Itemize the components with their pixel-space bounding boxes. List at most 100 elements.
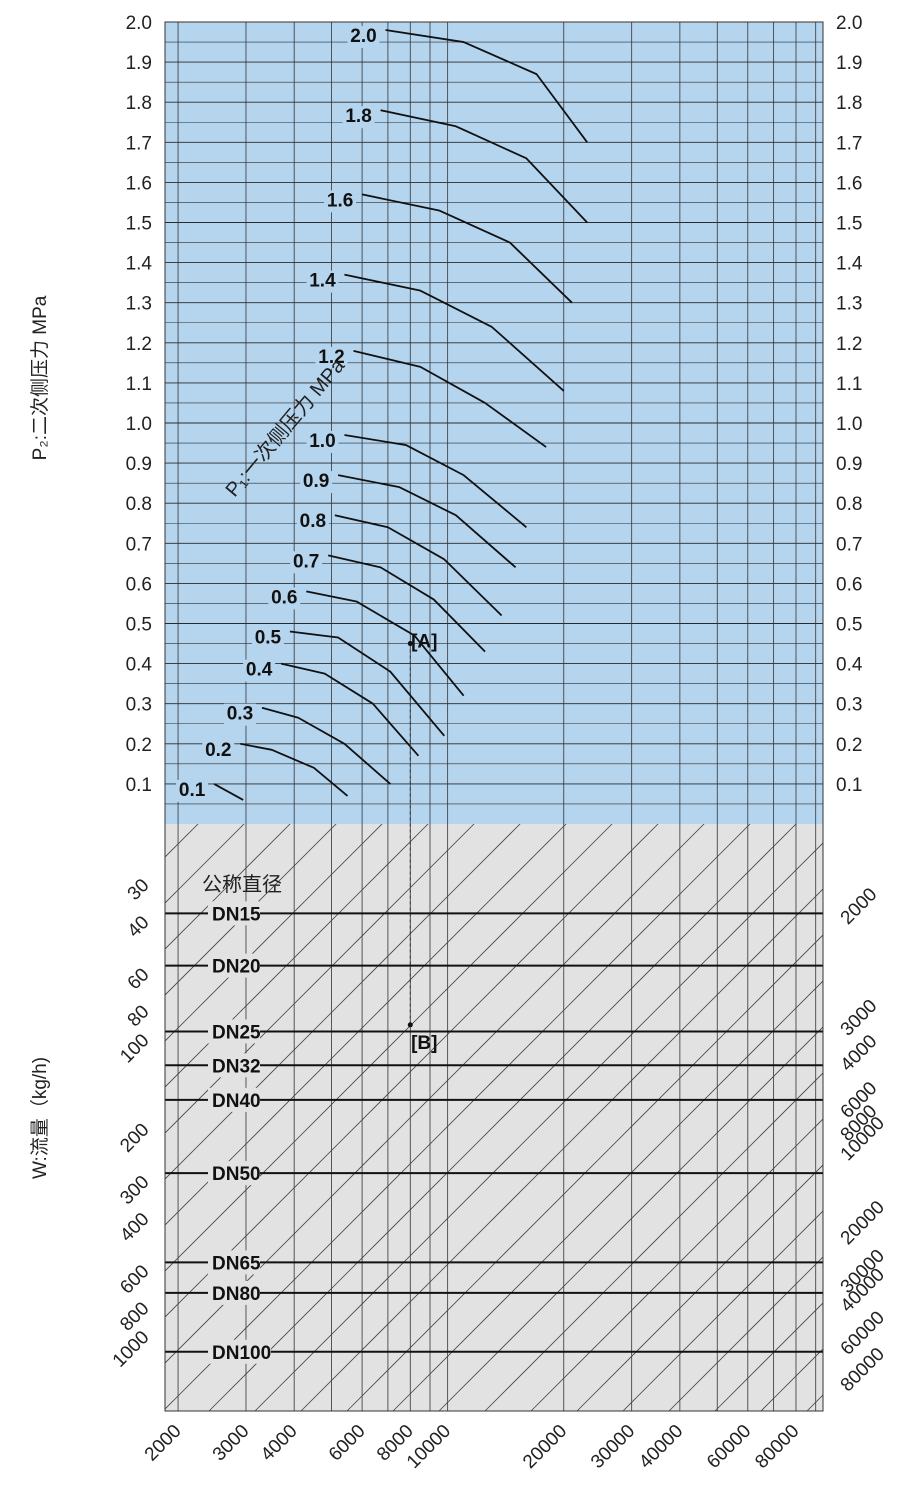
p2-tick-right: 0.7 bbox=[836, 534, 862, 555]
p2-tick-left: 1.0 bbox=[126, 414, 152, 435]
flow-tick-bottom: 80000 bbox=[751, 1421, 803, 1473]
flow-tick-left: 1000 bbox=[109, 1327, 154, 1372]
dn-diagonal-line bbox=[165, 824, 751, 1410]
p2-tick-left: 0.9 bbox=[126, 454, 152, 475]
p1-curve bbox=[280, 662, 420, 757]
flow-tick-left: 60 bbox=[124, 964, 154, 994]
chart-frame bbox=[164, 21, 824, 1412]
p1-curve-label: 0.1 bbox=[179, 780, 206, 801]
dn-diagonal-line bbox=[0, 711, 127, 1411]
flow-tick-left: 80 bbox=[124, 1001, 154, 1031]
marker-b-dot bbox=[407, 1022, 413, 1028]
p1-curve-label: 0.4 bbox=[246, 660, 273, 681]
p1-label-bg bbox=[296, 511, 329, 534]
dn-diagonal-line bbox=[165, 824, 199, 858]
dn-diagonal-line bbox=[254, 842, 823, 1411]
p2-tick-right: 1.2 bbox=[836, 334, 862, 355]
p1-curve-label: 1.2 bbox=[318, 347, 344, 368]
p2-axis-label: P₂:二次侧压力 MPa bbox=[29, 295, 51, 460]
p2-tick-right: 0.5 bbox=[836, 615, 862, 636]
p2-tick-right: 1.8 bbox=[836, 93, 862, 114]
flow-tick-left: 600 bbox=[116, 1261, 153, 1298]
p2-tick-left: 1.7 bbox=[126, 133, 152, 154]
p1-curve bbox=[361, 193, 573, 304]
marker-b: [B] bbox=[411, 1033, 437, 1054]
p1-label-bg bbox=[223, 703, 256, 726]
dn-label: DN15 bbox=[212, 904, 261, 925]
marker-a: [A] bbox=[411, 632, 437, 653]
flow-tick-left: 300 bbox=[116, 1172, 153, 1209]
dn-label: DN65 bbox=[212, 1253, 261, 1274]
p2-tick-left: 0.2 bbox=[126, 735, 152, 756]
flow-tick-bottom: 60000 bbox=[703, 1421, 755, 1473]
flow-tick-right: 2000 bbox=[837, 884, 882, 929]
p2-tick-left: 1.1 bbox=[126, 374, 152, 395]
p2-tick-left: 0.3 bbox=[126, 695, 152, 716]
dn-label-bg bbox=[208, 953, 260, 978]
p1-label-bg bbox=[315, 346, 348, 369]
p1-label-bg bbox=[176, 779, 209, 802]
dn-diagonal-line bbox=[165, 824, 337, 996]
p1-label-bg bbox=[202, 739, 235, 762]
dn-diagonal-line bbox=[165, 824, 245, 904]
p2-tick-right: 1.5 bbox=[836, 214, 862, 235]
flow-tick-bottom: 2000 bbox=[141, 1421, 186, 1466]
flow-tick-left: 400 bbox=[116, 1209, 153, 1246]
dn-diagonal-line bbox=[165, 824, 659, 1318]
dn-label-bg bbox=[208, 901, 260, 926]
p1-label-bg bbox=[251, 627, 284, 650]
p1-curve-label: 1.0 bbox=[309, 431, 335, 452]
p2-tick-left: 0.5 bbox=[126, 615, 152, 636]
flow-tick-left: 40 bbox=[124, 912, 154, 942]
flow-tick-right: 3000 bbox=[837, 996, 882, 1041]
dn-diagonal-line bbox=[165, 824, 613, 1272]
p2-tick-right: 1.0 bbox=[836, 414, 862, 435]
p1-label-bg bbox=[290, 551, 323, 574]
p1-curve bbox=[380, 109, 588, 224]
p2-tick-left: 1.2 bbox=[126, 334, 152, 355]
dn-lines: DN15 DN20 DN25 DN32 DN40 DN50 DN65 DN80 DN100 bbox=[165, 901, 823, 1364]
p2-tick-right: 1.6 bbox=[836, 173, 862, 194]
p2-tick-left: 0.7 bbox=[126, 534, 152, 555]
p1-curve bbox=[261, 706, 391, 785]
p1-curve-label: 1.4 bbox=[309, 271, 336, 292]
dn-diagonal-line bbox=[392, 980, 823, 1411]
dn-label-bg bbox=[208, 1087, 260, 1112]
p1-curve-label: 0.2 bbox=[205, 740, 231, 761]
p2-tick-right: 1.7 bbox=[836, 133, 862, 154]
p2-tick-left: 1.8 bbox=[126, 93, 152, 114]
p2-tick-left: 1.9 bbox=[126, 53, 152, 74]
dn-label: DN80 bbox=[212, 1284, 261, 1305]
flow-tick-bottom: 3000 bbox=[209, 1421, 254, 1466]
p2-tick-right: 0.3 bbox=[836, 695, 862, 716]
p2-tick-left: 0.4 bbox=[126, 655, 153, 676]
p1-curve bbox=[337, 474, 517, 569]
dn-label-bg bbox=[208, 1019, 260, 1044]
p2-tick-left: 1.3 bbox=[126, 294, 152, 315]
p2-tick-left: 1.6 bbox=[126, 173, 152, 194]
p1-curve-label: 2.0 bbox=[350, 26, 376, 47]
p1-label-bg bbox=[306, 270, 339, 293]
p1-curve bbox=[327, 554, 486, 653]
dn-label: DN50 bbox=[212, 1164, 261, 1185]
dn-diagonal-line bbox=[165, 824, 291, 950]
p1-curve-label: 0.3 bbox=[227, 704, 253, 725]
dn-diagonal-line bbox=[346, 934, 823, 1411]
p1-label-bg bbox=[306, 431, 339, 454]
p2-tick-right: 0.9 bbox=[836, 454, 862, 475]
dn-label-bg bbox=[208, 1339, 271, 1364]
flow-tick-bottom: 6000 bbox=[325, 1421, 370, 1466]
dn-diagonal-line bbox=[165, 824, 383, 1042]
dn-label: DN100 bbox=[212, 1343, 271, 1364]
p1-label-bg bbox=[324, 190, 357, 213]
p1-curve bbox=[240, 742, 349, 797]
p1-curve bbox=[353, 349, 547, 448]
p1-curve-label: 0.6 bbox=[271, 587, 297, 608]
p2-tick-right: 1.1 bbox=[836, 374, 862, 395]
p1-curves: 0.1 0.2 0.3 0.4 0.5 0.6 0.7 0.8 0.9 1.0 1.2 1.4 1.6 1… bbox=[176, 26, 588, 802]
dn-diagonal-line bbox=[899, 711, 923, 1411]
p2-tick-right: 1.3 bbox=[836, 294, 862, 315]
flow-tick-bottom: 4000 bbox=[257, 1421, 302, 1466]
p2-tick-right: 0.8 bbox=[836, 494, 862, 515]
p2-tick-left: 1.5 bbox=[126, 214, 152, 235]
